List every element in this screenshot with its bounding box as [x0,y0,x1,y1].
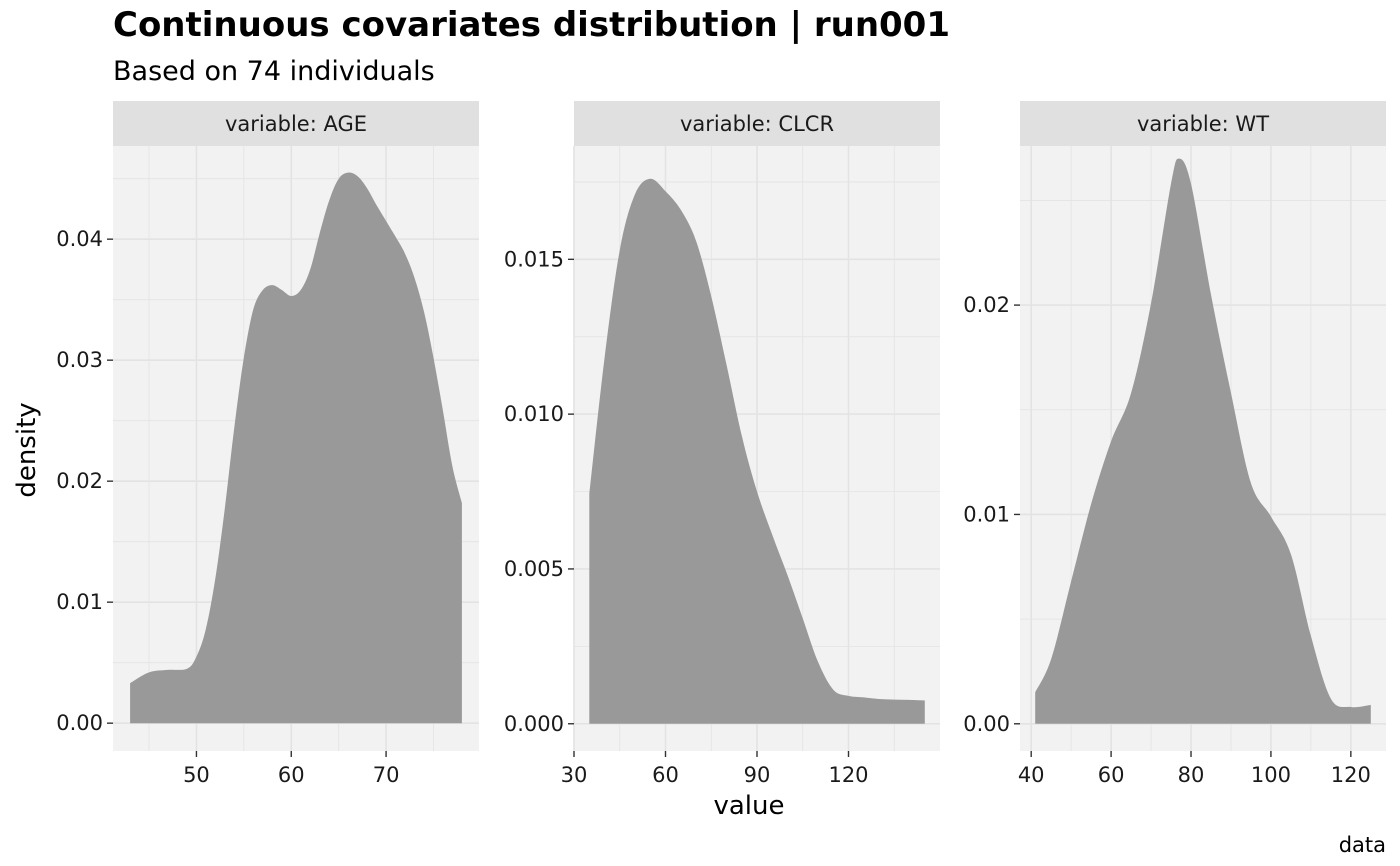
facet-strip [1020,101,1386,146]
plot-subtitle: Based on 74 individuals [113,56,435,87]
x-tick-label: 60 [652,763,679,787]
x-tick-label: 80 [1178,763,1205,787]
density-area [589,178,925,724]
facet-panel-2: variable: CLCR 0.000 0.005 0.010 0.015 30 60 90… [504,101,940,787]
x-tick-label: 120 [828,763,868,787]
plot-caption: data [1339,833,1386,857]
y-tick-label: 0.00 [963,712,1010,736]
y-tick-label: 0.00 [56,711,103,735]
y-tick-label: 0.02 [56,469,103,493]
y-tick-label: 0.04 [56,227,103,251]
x-tick-label: 30 [561,763,588,787]
x-tick-label: 120 [1331,763,1371,787]
x-tick-label: 70 [373,763,400,787]
y-tick-label: 0.03 [56,348,103,372]
x-tick-label: 90 [744,763,771,787]
facet-strip [574,101,940,146]
facet-strip-label: variable: CLCR [680,112,834,136]
facet-panel-3: variable: WT 0.00 0.01 0.02 40 60 80 100 120 [963,101,1386,787]
facet-strip [113,101,479,146]
x-tick-label: 100 [1251,763,1291,787]
y-tick-label: 0.01 [963,502,1010,526]
y-tick-label: 0.02 [963,293,1010,317]
x-tick-label: 50 [183,763,210,787]
density-area [130,172,462,724]
y-tick-label: 0.01 [56,590,103,614]
y-tick-label: 0.010 [504,402,564,426]
y-axis-title: density [12,402,42,497]
plot-title: Continuous covariates distribution | run… [113,5,950,45]
x-tick-label: 40 [1018,763,1045,787]
facet-strip-label: variable: WT [1137,112,1269,136]
facet-panel-1: variable: AGE 0.00 0.01 0.02 0.03 0.04 50 60 70 [56,101,479,787]
x-tick-label: 60 [1098,763,1125,787]
x-tick-label: 60 [278,763,305,787]
facet-strip-label: variable: AGE [225,112,367,136]
y-tick-label: 0.005 [504,557,564,581]
x-axis-title: value [713,791,784,821]
density-area [1035,158,1371,724]
y-tick-label: 0.000 [504,712,564,736]
y-tick-label: 0.015 [504,247,564,271]
